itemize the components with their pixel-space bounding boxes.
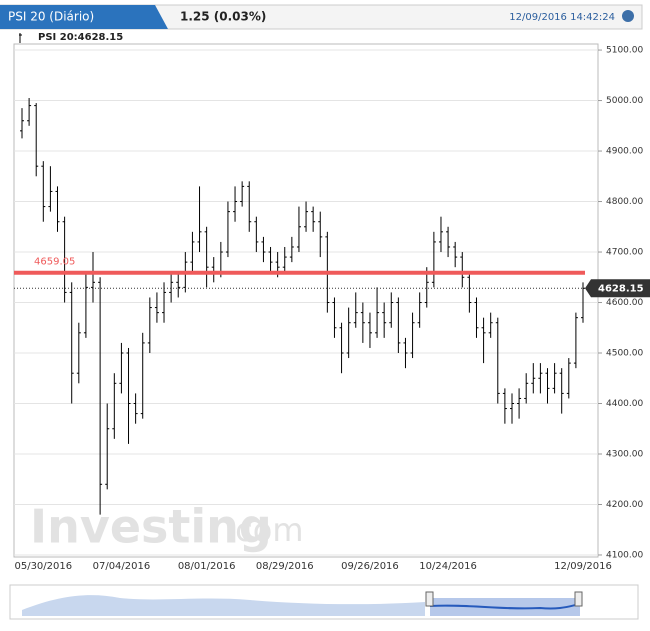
last-price-label: 4628.15 — [598, 283, 644, 294]
y-tick-label: 4700.00 — [606, 248, 643, 258]
change: 1.25 (0.03%) — [180, 10, 266, 24]
y-tick-label: 4400.00 — [606, 399, 643, 409]
y-tick-label: 5100.00 — [606, 46, 643, 56]
x-tick-label: 07/04/2016 — [93, 561, 151, 572]
x-tick-label: 09/26/2016 — [341, 561, 399, 572]
title-tab — [0, 5, 168, 29]
y-tick-label: 4500.00 — [606, 349, 643, 359]
navigator-area — [22, 595, 425, 616]
navigator-handle[interactable] — [574, 591, 583, 607]
y-tick-label: 4300.00 — [606, 449, 643, 459]
y-tick-label: 4800.00 — [606, 197, 643, 207]
last-price-tag — [585, 279, 650, 298]
y-tick-label: 4600.00 — [606, 298, 643, 308]
x-tick-label: 10/24/2016 — [419, 561, 477, 572]
navigator-handle[interactable] — [425, 591, 434, 607]
reference-label: 4659.05 — [34, 257, 75, 268]
x-tick-label: 08/29/2016 — [256, 561, 314, 572]
watermark: Investing — [30, 500, 272, 554]
x-tick-label: 05/30/2016 — [14, 561, 72, 572]
y-tick-label: 4200.00 — [606, 500, 643, 510]
y-tick-label: 4100.00 — [606, 550, 643, 560]
y-tick-label: 5000.00 — [606, 96, 643, 106]
timestamp: 12/09/2016 14:42:24 — [509, 12, 615, 23]
title: PSI 20 (Diário) — [8, 10, 94, 24]
legend: PSI 20:4628.15 — [38, 32, 123, 43]
x-tick-label: 12/09/2016 — [554, 561, 612, 572]
watermark-suffix: .com — [225, 511, 304, 549]
plot-area — [13, 43, 599, 558]
navigator-window[interactable] — [430, 598, 580, 616]
settings-icon[interactable] — [622, 10, 634, 22]
navigator-selection-line — [429, 603, 581, 610]
legend-icon — [19, 33, 22, 43]
y-tick-label: 4900.00 — [606, 147, 643, 157]
x-tick-label: 08/01/2016 — [178, 561, 236, 572]
